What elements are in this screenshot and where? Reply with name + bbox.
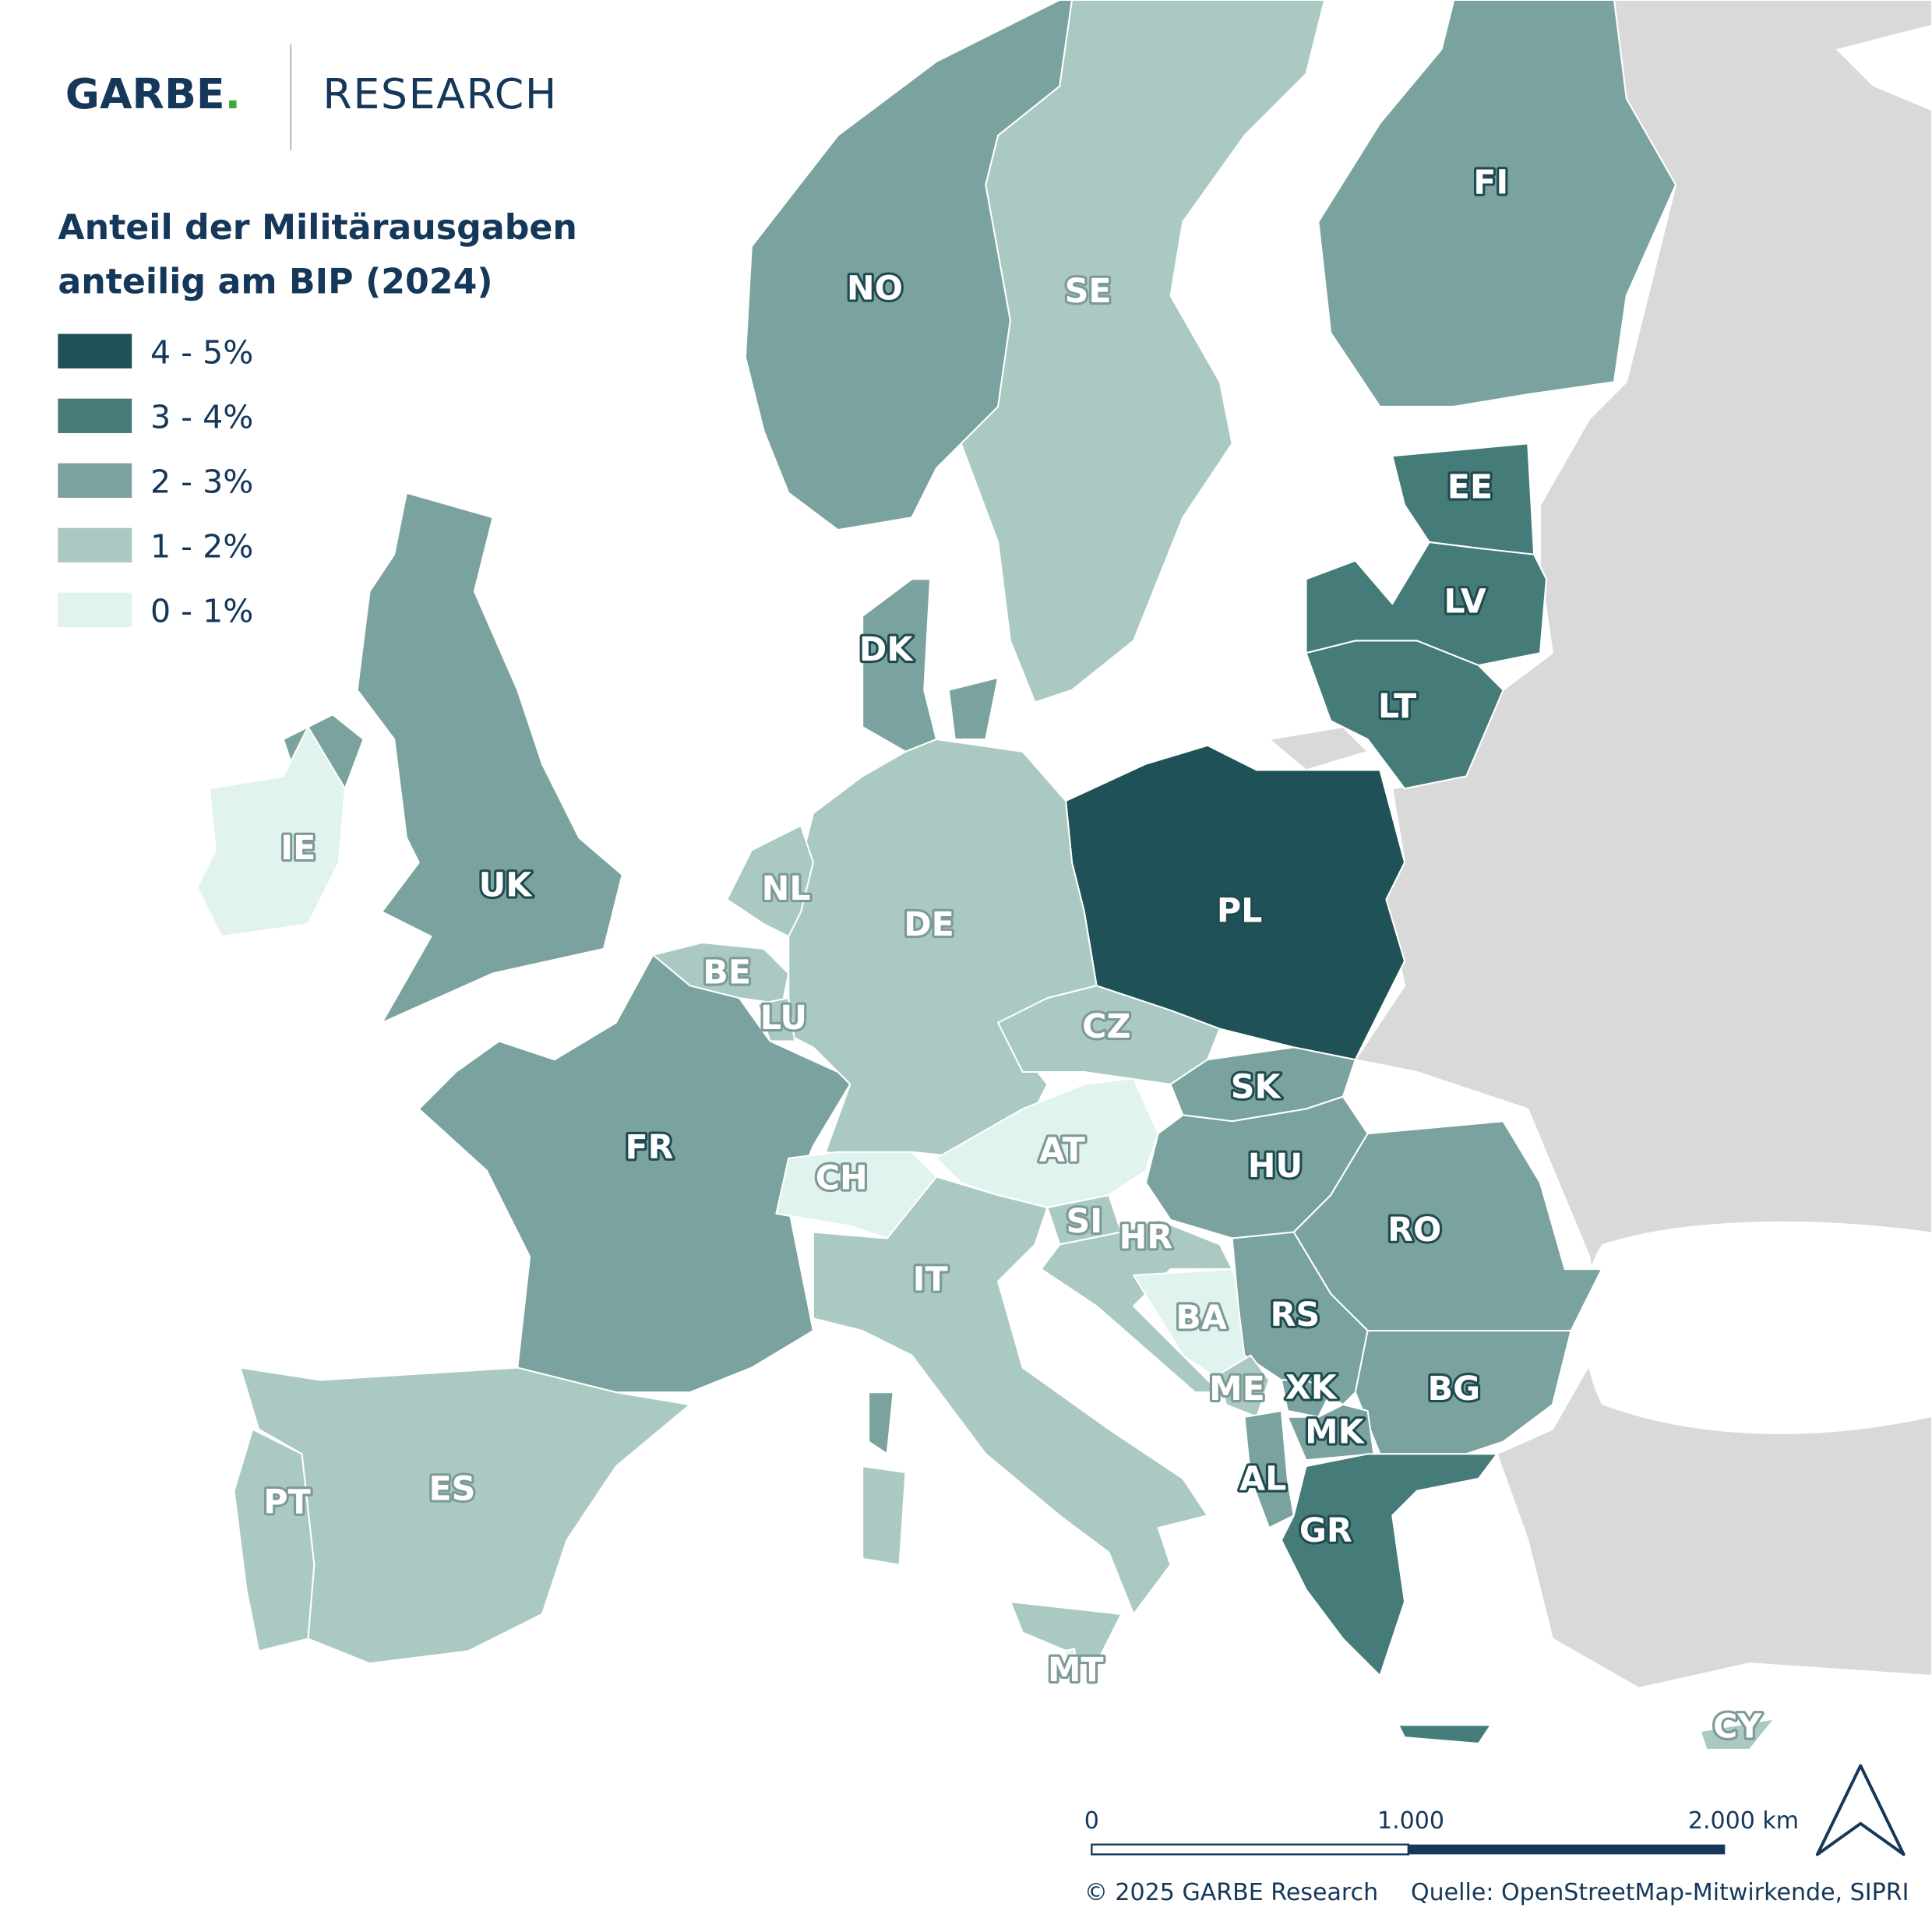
logo-brand: GARBE <box>65 69 225 118</box>
legend-title: Anteil der Militärausgaben <box>58 208 577 248</box>
countries <box>196 0 1775 1750</box>
scale-label: 0 <box>1084 1807 1099 1835</box>
country-label: RO <box>1387 1211 1441 1250</box>
legend-label: 4 - 5% <box>150 334 253 372</box>
country <box>1398 1724 1492 1745</box>
country-label: LV <box>1444 583 1486 622</box>
country-label: AL <box>1239 1460 1286 1499</box>
logo: GARBE. <box>65 69 241 118</box>
country-label: DE <box>904 905 954 944</box>
country-label: LT <box>1378 687 1416 726</box>
scale-label: 1.000 <box>1377 1807 1444 1835</box>
country-label: SI <box>1066 1202 1103 1241</box>
country-label: GR <box>1299 1511 1352 1550</box>
country-label: BA <box>1176 1298 1227 1337</box>
logo-division: RESEARCH <box>323 69 558 118</box>
scale-bar: 0 1.000 2.000 km <box>1084 1807 1799 1856</box>
country-label: HR <box>1119 1218 1173 1257</box>
country-label: BE <box>703 954 751 992</box>
country <box>812 1176 1209 1615</box>
country-label: HU <box>1248 1147 1303 1186</box>
country-label: IT <box>913 1260 948 1299</box>
country-label: NO <box>847 270 903 308</box>
country-label: SE <box>1065 272 1112 311</box>
country-label: FR <box>626 1128 674 1167</box>
country <box>1699 1718 1775 1750</box>
legend-label: 3 - 4% <box>150 399 253 436</box>
country <box>196 726 346 938</box>
country <box>862 1465 907 1566</box>
country-label: LU <box>760 999 807 1038</box>
country <box>1286 1404 1375 1461</box>
source: Quelle: OpenStreetMap-Mitwirkende, SIPRI <box>1411 1879 1909 1906</box>
legend-swatch <box>58 527 132 563</box>
country-label: NL <box>762 869 811 908</box>
legend-title: anteilig am BIP (2024) <box>58 262 492 301</box>
country <box>1305 640 1504 790</box>
legend-swatch <box>58 463 132 498</box>
country-label: ME <box>1209 1370 1265 1408</box>
country-label: IE <box>280 829 316 868</box>
country-label: SK <box>1231 1068 1282 1107</box>
country <box>233 1428 316 1652</box>
scale-segment <box>1091 1843 1409 1856</box>
country <box>418 954 851 1394</box>
country <box>997 985 1221 1085</box>
country-label: RS <box>1270 1296 1320 1334</box>
legend-label: 1 - 2% <box>150 528 253 566</box>
country <box>1280 1379 1332 1418</box>
country-label: BG <box>1428 1370 1481 1408</box>
scale-label: 2.000 km <box>1688 1807 1799 1835</box>
country <box>1009 1601 1123 1665</box>
country <box>1317 0 1677 407</box>
country <box>862 578 938 753</box>
country-label: EE <box>1447 467 1493 506</box>
country <box>1280 1453 1498 1677</box>
scale-segment <box>1408 1844 1726 1855</box>
country-label: UK <box>479 866 534 904</box>
country <box>960 0 1326 703</box>
country <box>868 1391 894 1455</box>
legend-swatch <box>58 333 132 368</box>
country-label: MT <box>1048 1651 1104 1690</box>
land <box>1267 0 1932 1689</box>
country-label: XK <box>1285 1369 1338 1408</box>
country <box>1063 1648 1077 1661</box>
legend-swatch <box>58 398 132 433</box>
country-label: CY <box>1713 1708 1762 1747</box>
legend-label: 0 - 1% <box>150 593 253 630</box>
other-land <box>1267 726 1370 771</box>
white-sea <box>1835 24 1932 111</box>
country-label: CH <box>816 1159 868 1198</box>
black-sea <box>1583 1221 1932 1434</box>
country <box>947 676 999 741</box>
country-label: DK <box>859 630 914 669</box>
country <box>756 997 796 1042</box>
copyright: © 2025 GARBE Research <box>1084 1879 1378 1906</box>
country-label: MK <box>1305 1413 1365 1452</box>
country-label: ES <box>429 1469 476 1508</box>
north-arrow <box>1815 1764 1906 1856</box>
country-label: PL <box>1217 891 1263 930</box>
country-label: AT <box>1039 1130 1085 1169</box>
legend-label: 2 - 3% <box>150 464 253 501</box>
country <box>726 824 814 938</box>
legend: Anteil der Militärausgaben anteilig am BI… <box>58 208 577 630</box>
country <box>1218 1354 1271 1418</box>
country <box>356 492 623 1024</box>
country-label: CZ <box>1082 1007 1130 1046</box>
logo-dot: . <box>225 69 241 118</box>
country-label: PT <box>263 1483 310 1522</box>
country-label: FI <box>1473 164 1508 203</box>
legend-swatch <box>58 592 132 628</box>
